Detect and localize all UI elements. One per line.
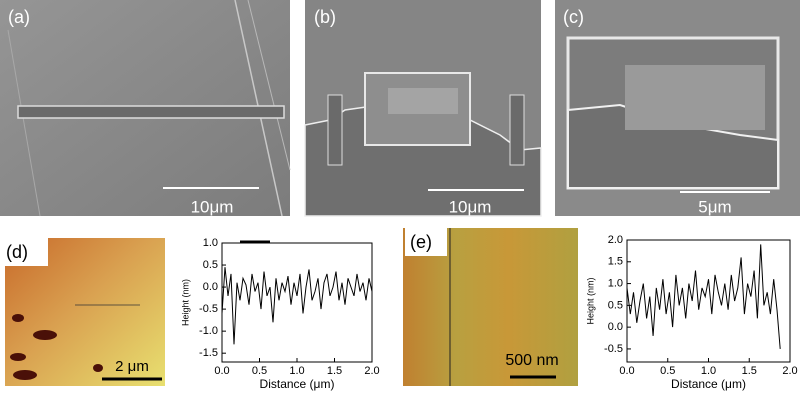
y-axis-label: Height (nm) xyxy=(180,279,190,326)
pillar xyxy=(327,94,343,166)
label-box xyxy=(405,228,447,256)
scale-label: 10μm xyxy=(449,197,492,216)
structure xyxy=(625,65,765,130)
y-tick-label: -1.0 xyxy=(199,325,218,337)
x-tick-label: 0.0 xyxy=(619,365,634,377)
structure xyxy=(388,88,458,114)
nanowire xyxy=(17,105,285,119)
x-tick-label: 2.0 xyxy=(364,365,379,377)
defect xyxy=(12,314,24,322)
y-tick-label: 0.0 xyxy=(203,281,218,293)
panel-e: (e) 500 nm xyxy=(403,228,578,386)
x-tick-label: 1.0 xyxy=(701,365,716,377)
x-tick-label: 0.0 xyxy=(214,365,229,377)
x-tick-label: 2.0 xyxy=(782,365,797,377)
panel-label: (a) xyxy=(8,7,30,27)
scratch xyxy=(7,29,41,217)
x-axis-label: Distance (μm) xyxy=(260,377,335,391)
y-tick-label: -0.5 xyxy=(604,343,623,355)
panel-label: (b) xyxy=(314,7,336,27)
y-tick-label: 0.0 xyxy=(608,321,623,333)
defect xyxy=(13,370,37,380)
y-tick-label: 0.5 xyxy=(203,259,218,271)
y-tick-label: 2.0 xyxy=(608,234,623,246)
panel-b: (b) 10μm xyxy=(304,0,542,217)
x-tick-label: 0.5 xyxy=(660,365,675,377)
plot-frame xyxy=(626,239,791,363)
x-tick-label: 1.5 xyxy=(742,365,757,377)
plot-frame xyxy=(221,242,373,363)
y-tick-label: -1.5 xyxy=(199,347,218,359)
scale-label: 500 nm xyxy=(505,352,558,369)
defect xyxy=(93,364,103,372)
x-tick-label: 1.5 xyxy=(327,365,342,377)
defect xyxy=(10,353,26,361)
profile-line xyxy=(221,267,373,345)
defect xyxy=(33,330,57,340)
panel-label: (c) xyxy=(563,7,584,27)
scratch xyxy=(247,0,291,171)
x-tick-label: 0.5 xyxy=(252,365,267,377)
scale-label: 10μm xyxy=(191,197,234,216)
panel-label: (e) xyxy=(410,232,432,252)
pillar xyxy=(509,94,525,166)
panel-d: (d) 2 μm xyxy=(0,236,165,386)
panel-a: (a) 10μm xyxy=(0,0,291,217)
x-tick-label: 1.0 xyxy=(289,365,304,377)
scale-label: 5μm xyxy=(698,197,731,216)
y-tick-label: 0.5 xyxy=(608,299,623,311)
x-axis-label: Distance (μm) xyxy=(671,377,746,391)
y-tick-label: 1.5 xyxy=(608,256,623,268)
panel-c: (c) 5μm xyxy=(555,0,800,216)
y-tick-label: 1.0 xyxy=(608,277,623,289)
panel-label: (d) xyxy=(6,242,28,262)
y-tick-label: 1.0 xyxy=(203,237,218,249)
label-box xyxy=(0,236,48,266)
scale-label: 2 μm xyxy=(115,358,149,375)
y-tick-label: -0.5 xyxy=(199,303,218,315)
profile-line xyxy=(626,244,781,349)
y-axis-label: Height (nm) xyxy=(585,277,595,324)
